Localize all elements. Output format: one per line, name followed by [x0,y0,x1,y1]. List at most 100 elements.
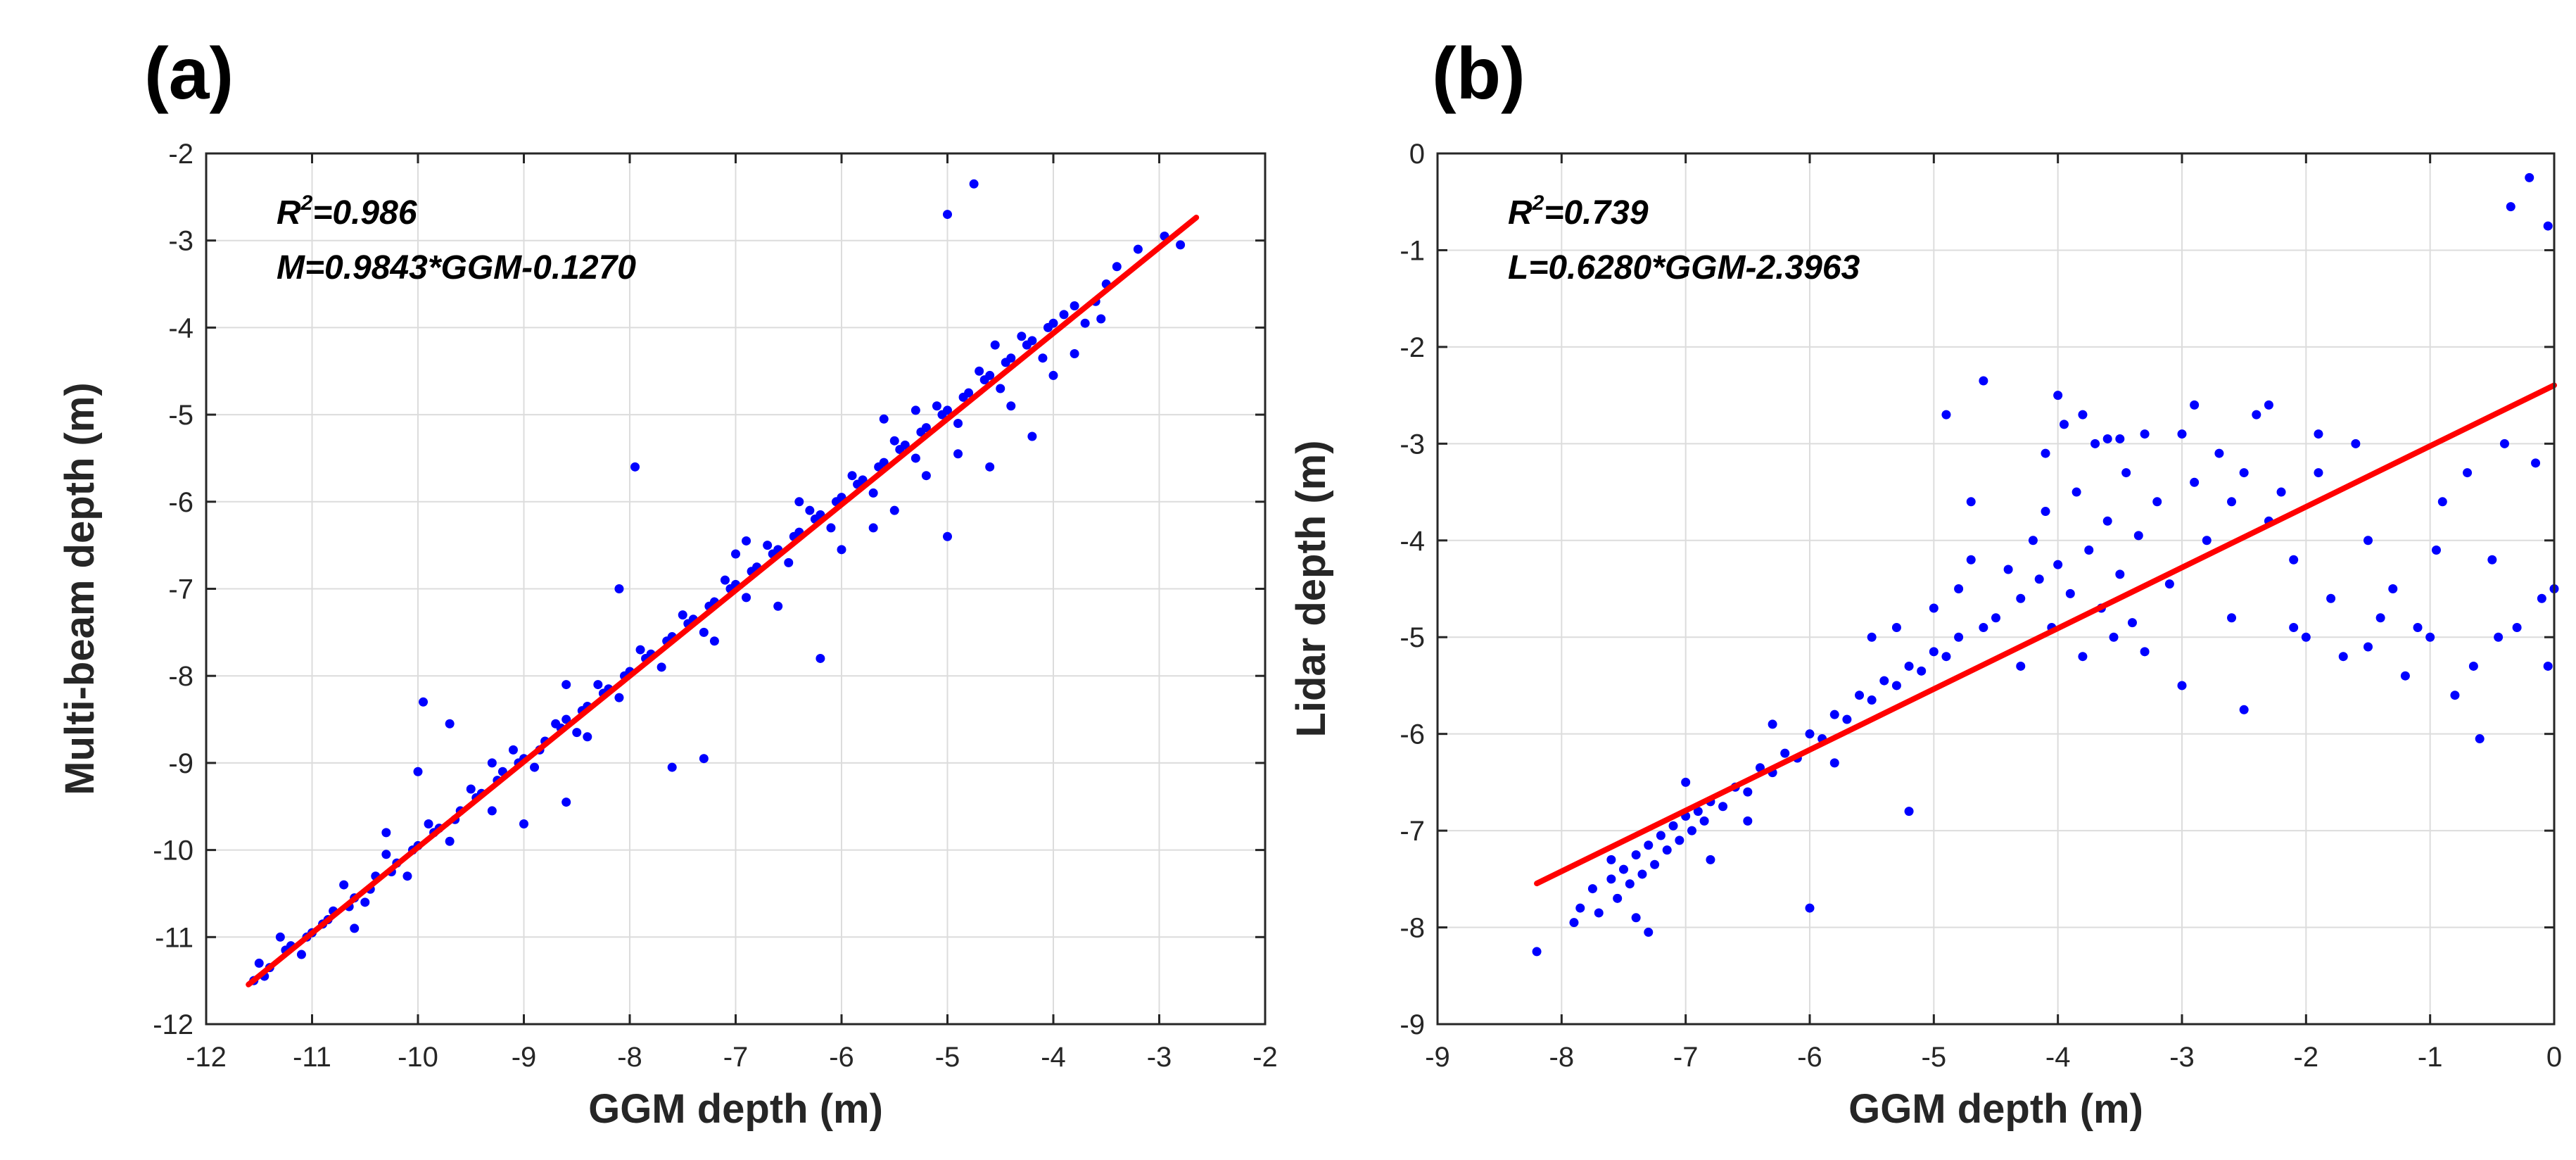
scatter-point [1966,497,1976,507]
scatter-point [583,732,592,742]
scatter-point [990,340,1000,350]
scatter-point [2190,477,2200,487]
scatter-point [2494,632,2504,642]
scatter-point [2071,487,2081,497]
scatter-point [419,697,429,707]
scatter-point [1575,903,1585,913]
scatter-point [2003,565,2013,574]
scatter-point [1805,729,1815,739]
scatter-point [2388,584,2398,593]
axes-box-b [1436,152,2556,1026]
scatter-point [2525,172,2534,182]
scatter-point [1929,603,1939,613]
scatter-point [2102,516,2112,526]
x-tick-label: -7 [1673,1042,1699,1073]
scatter-point [1706,855,1715,864]
scatter-point [2314,468,2323,478]
scatter-point [2264,400,2273,410]
scatter-point [561,680,571,690]
x-tick-label: -12 [186,1042,227,1073]
scatter-point [2127,618,2137,628]
scatter-point [773,601,783,611]
scatter-point [1675,836,1684,845]
scatter-point [2115,434,2125,443]
scatter-point [805,505,815,515]
scatter-point [1743,787,1753,797]
x-tick-label: -3 [1147,1042,1172,1073]
scatter-point [2437,497,2447,507]
scatter-point [784,557,794,567]
scatter-point [709,636,719,646]
scatter-point [911,405,920,415]
scatter-point [2531,458,2541,468]
x-tick-label: -8 [1549,1042,1575,1073]
scatter-point [1743,816,1753,826]
scatter-point [2543,221,2553,231]
scatter-point [678,610,687,620]
x-tick-labels-b: -9 -8 -7 -6 -5 -4 -3 -2 -1 0 [1425,153,2562,1073]
scatter-point [2164,579,2174,589]
x-axis-label-a: GGM depth (m) [588,1086,883,1132]
scatter-point [1096,314,1106,324]
scatter-point [656,662,666,672]
scatter-point [1644,927,1654,937]
scatter-point [2537,593,2546,603]
scatter-point [1917,666,1927,676]
scatter-point [1954,584,1964,593]
scatter-point [1006,401,1016,411]
scatter-point [561,714,571,724]
x-tick-label: -6 [1797,1042,1822,1073]
scatter-point [979,375,989,385]
scatter-point [1070,301,1079,310]
y-tick-label: -5 [168,400,193,431]
scatter-point [2475,734,2485,744]
scatter-point [958,392,968,402]
scatter-point [381,850,391,859]
scatter-point [1842,714,1852,724]
scatter-point [837,545,846,555]
scatter-point [2140,647,2150,657]
scatter-point [763,541,773,550]
scatter-point [1867,695,1877,705]
scatter-point [1594,908,1604,918]
panel-a: (a) -12 -11 -10 -9 -8 -7 -6 -5 -4 -3 -2 -12-11-10-… [57,33,1278,1132]
scatter-point [996,384,1005,393]
scatter-point [731,549,740,559]
scatter-point [1001,358,1010,367]
scatter-point [2400,671,2410,681]
scatter-point [2109,632,2119,642]
scatter-point [487,806,497,816]
scatter-point [699,627,709,637]
scatter-point [402,871,412,881]
x-tick-label: -10 [398,1042,438,1073]
scatter-point [360,897,370,907]
scatter-point [943,210,952,220]
r2-value-a: =0.986 [312,194,417,232]
scatter-point [699,754,709,764]
scatter-point [1027,431,1037,441]
scatter-point [2084,546,2094,555]
x-axis-label-b: GGM depth (m) [1848,1086,2143,1132]
scatter-point [1941,652,1951,662]
scatter-point [1929,647,1939,657]
x-tick-label: 0 [2546,1042,2562,1073]
scatter-point [2499,439,2509,448]
x-tick-label: -9 [1425,1042,1450,1073]
scatter-point [2314,429,2323,439]
y-tick-label: -6 [168,487,193,518]
scatter-point [868,488,878,498]
scatter-point [1625,879,1635,889]
x-tick-labels-a: -12 -11 -10 -9 -8 -7 -6 -5 -4 -3 -2 [186,153,1278,1073]
scatter-point [2338,652,2348,662]
x-tick-label: -11 [293,1042,331,1073]
scatter-point [1681,777,1691,787]
scatter-point [2078,652,2088,662]
scatter-point [889,436,899,446]
y-tick-label: -7 [168,574,193,605]
scatter-point [1699,816,1709,826]
scatter-point [1606,855,1616,864]
scatter-point [985,462,995,472]
scatter-point [1644,840,1654,850]
scatter-point [2053,391,2063,401]
scatter-point [2326,593,2336,603]
